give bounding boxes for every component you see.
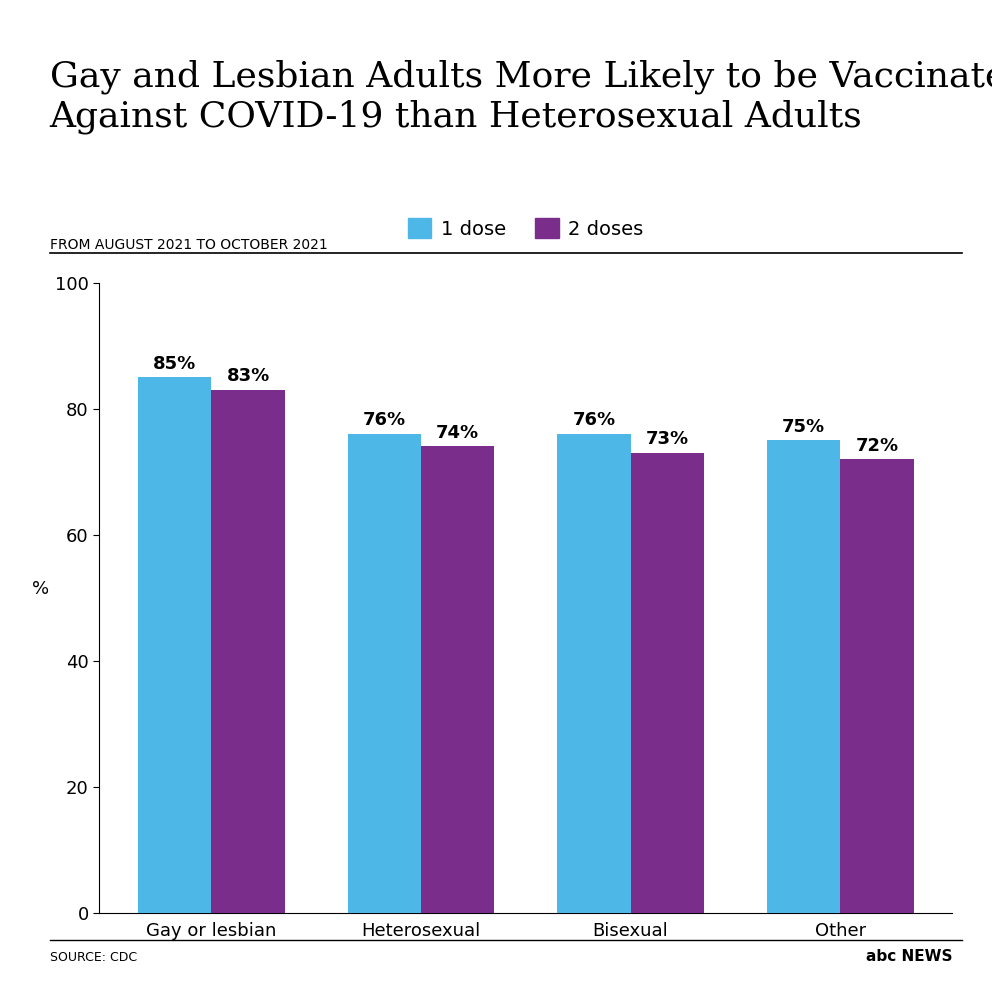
Text: abc NEWS: abc NEWS — [866, 949, 952, 964]
Bar — [138, 377, 211, 913]
Y-axis label: %: % — [33, 579, 50, 597]
Text: Gay and Lesbian Adults More Likely to be Vaccinated
Against COVID-19 than Hetero: Gay and Lesbian Adults More Likely to be… — [50, 60, 992, 134]
Text: 76%: 76% — [572, 412, 615, 430]
Text: 76%: 76% — [363, 412, 406, 430]
Text: SOURCE: CDC: SOURCE: CDC — [50, 951, 137, 964]
Bar — [631, 452, 704, 913]
Text: 75%: 75% — [782, 418, 825, 435]
Bar — [840, 459, 914, 913]
Text: 83%: 83% — [226, 367, 270, 386]
Bar — [767, 440, 840, 913]
Legend: 1 dose, 2 doses: 1 dose, 2 doses — [400, 210, 652, 247]
Text: 73%: 73% — [646, 431, 688, 448]
Text: 85%: 85% — [153, 355, 196, 373]
Text: 74%: 74% — [436, 425, 479, 442]
Bar — [347, 434, 421, 913]
Bar — [558, 434, 631, 913]
Text: 72%: 72% — [855, 436, 899, 454]
Bar — [421, 446, 494, 913]
Text: FROM AUGUST 2021 TO OCTOBER 2021: FROM AUGUST 2021 TO OCTOBER 2021 — [50, 238, 327, 252]
Bar — [211, 390, 285, 913]
